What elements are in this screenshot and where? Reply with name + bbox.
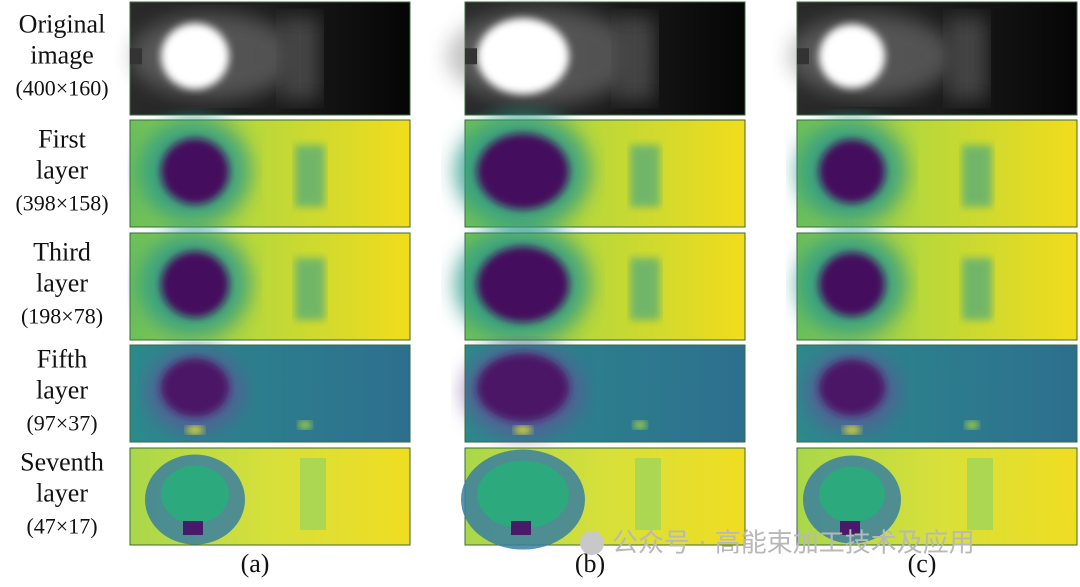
row-label: image xyxy=(30,40,94,69)
core xyxy=(819,139,885,204)
streak xyxy=(962,258,992,320)
core xyxy=(819,466,885,523)
nozzle xyxy=(797,48,809,65)
dark-cell xyxy=(511,521,531,535)
core xyxy=(477,460,569,529)
core xyxy=(161,251,229,318)
streak xyxy=(947,17,987,100)
row-label: Third xyxy=(33,237,91,266)
row-size: (198×78) xyxy=(21,304,103,329)
bright-spot xyxy=(843,426,861,434)
core xyxy=(819,359,885,416)
core xyxy=(161,138,229,205)
bright-spot xyxy=(298,421,312,429)
row-label: First xyxy=(38,124,86,153)
row-label: layer xyxy=(36,478,88,507)
nozzle xyxy=(465,48,477,65)
column-label: (a) xyxy=(241,549,270,578)
watermark: 公众号 · 高能束加工技术及应用 xyxy=(580,529,975,559)
image-panel xyxy=(129,344,411,443)
image-panel xyxy=(129,1,411,116)
nozzle xyxy=(130,48,142,65)
row-size: (97×37) xyxy=(26,411,97,436)
row-label: layer xyxy=(36,268,88,297)
watermark-text: 公众号 · 高能束加工技术及应用 xyxy=(612,529,975,559)
bright-spot xyxy=(965,421,979,429)
image-panel xyxy=(447,1,746,116)
core xyxy=(819,252,885,317)
image-panel xyxy=(796,232,1078,341)
image-panel xyxy=(796,447,1078,546)
image-panel xyxy=(463,344,746,443)
core xyxy=(161,358,229,417)
streak xyxy=(295,258,325,320)
row-label: Original xyxy=(19,9,106,38)
column-label: (c) xyxy=(908,549,937,578)
image-panel xyxy=(129,118,411,228)
image-panel xyxy=(461,447,746,550)
streak xyxy=(280,17,320,100)
image-panel xyxy=(455,113,746,230)
dark-cell xyxy=(183,521,203,535)
streak xyxy=(295,145,325,207)
streak xyxy=(630,145,660,207)
image-panel xyxy=(455,226,746,343)
cell xyxy=(635,458,661,530)
row-label: Fifth xyxy=(37,344,88,373)
image-panel xyxy=(796,344,1078,443)
watermark-icon xyxy=(580,531,604,555)
row-size: (47×17) xyxy=(26,514,97,539)
core xyxy=(477,353,569,422)
image-panel xyxy=(129,447,411,546)
row-label: layer xyxy=(36,375,88,404)
image-panel xyxy=(789,1,1078,116)
bright-spot xyxy=(633,421,647,429)
row-size: (398×158) xyxy=(15,191,108,216)
image-panel xyxy=(129,231,411,341)
streak xyxy=(630,258,660,320)
cell xyxy=(300,458,326,530)
streak xyxy=(615,17,655,100)
row-label: layer xyxy=(36,155,88,184)
bright-spot xyxy=(514,426,532,434)
streak xyxy=(962,145,992,207)
cell xyxy=(967,458,993,530)
core xyxy=(477,246,569,323)
spot xyxy=(819,24,885,89)
core xyxy=(161,465,229,524)
bright-spot xyxy=(186,426,204,434)
row-size: (400×160) xyxy=(15,76,108,101)
spot xyxy=(477,18,569,95)
core xyxy=(477,133,569,210)
spot xyxy=(161,23,229,90)
row-label: Seventh xyxy=(20,447,104,476)
image-panel xyxy=(796,119,1078,228)
dark-cell xyxy=(840,521,860,535)
